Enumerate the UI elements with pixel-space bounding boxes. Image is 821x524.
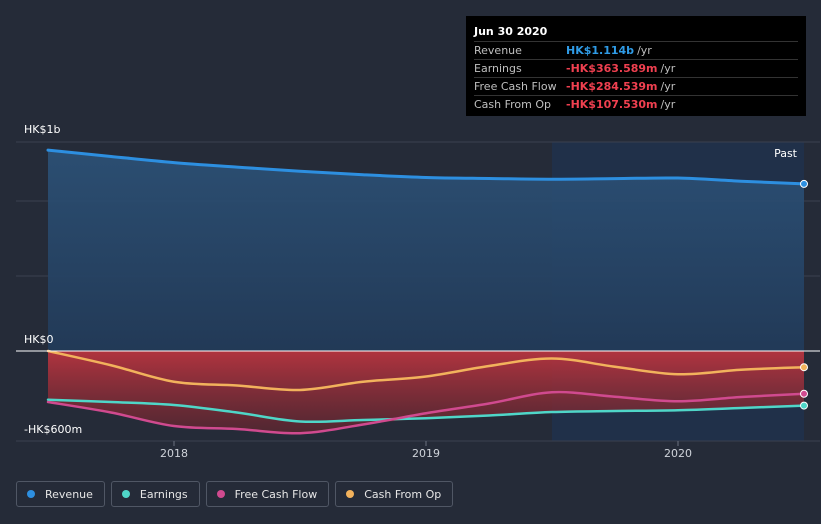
earnings-line	[46, 398, 806, 424]
revenue-line	[46, 148, 806, 186]
legend-item-free-cash-flow[interactable]: Free Cash Flow	[205, 481, 330, 507]
tooltip-label: Cash From Op	[474, 98, 552, 111]
free-cash-flow-line	[46, 390, 806, 435]
tooltip-row-free-cash-flow: Free Cash Flow -HK$284.539m /yr	[474, 77, 798, 95]
tooltip-value: -HK$363.589m	[566, 62, 658, 75]
dot-icon	[346, 490, 355, 498]
x-tick-label: 2018	[160, 447, 188, 460]
legend-item-earnings[interactable]: Earnings	[110, 481, 200, 507]
series-lines	[46, 148, 806, 435]
revenue-end-marker	[800, 179, 808, 188]
legend-item-revenue[interactable]: Revenue	[16, 481, 105, 507]
tooltip-row-cash-from-op: Cash From Op -HK$107.530m /yr	[474, 95, 798, 113]
series-end-markers	[800, 179, 808, 410]
x-tick-label: 2019	[412, 447, 440, 460]
tooltip-label: Earnings	[474, 62, 522, 75]
free-cash-flow-end-marker	[800, 389, 808, 398]
y-tick-label: HK$0	[24, 333, 53, 346]
legend: Revenue Earnings Free Cash Flow Cash Fro…	[16, 481, 454, 507]
tooltip-unit: /yr	[660, 98, 676, 111]
legend-label: Free Cash Flow	[234, 487, 318, 501]
y-tick-label: HK$1b	[24, 123, 60, 136]
tooltip-unit: /yr	[660, 62, 676, 75]
dot-icon	[216, 490, 225, 498]
legend-item-cash-from-op[interactable]: Cash From Op	[335, 481, 454, 507]
dot-icon	[27, 490, 35, 498]
tooltip: Jun 30 2020 Revenue HK$1.114b /yr Earnin…	[466, 16, 806, 116]
cash-from-op-end-marker	[800, 363, 808, 372]
cash-from-op-line	[46, 349, 806, 392]
past-label: Past	[774, 147, 798, 160]
tooltip-value: HK$1.114b	[566, 44, 635, 57]
tooltip-unit: /yr	[660, 80, 676, 93]
earnings-end-marker	[800, 401, 808, 410]
x-axis-labels: 2018 2019 2020	[160, 441, 692, 460]
tooltip-label: Revenue	[474, 44, 522, 57]
tooltip-row-earnings: Earnings -HK$363.589m /yr	[474, 59, 798, 77]
tooltip-label: Free Cash Flow	[474, 80, 557, 93]
legend-label: Earnings	[139, 487, 188, 501]
tooltip-value: -HK$284.539m	[566, 80, 658, 93]
legend-label: Revenue	[45, 487, 93, 501]
y-tick-label: -HK$600m	[24, 423, 82, 436]
dot-icon	[121, 490, 130, 498]
x-tick-label: 2020	[664, 447, 692, 460]
y-axis-labels: HK$1b HK$0 -HK$600m	[24, 123, 82, 436]
tooltip-date: Jun 30 2020	[474, 25, 548, 38]
tooltip-unit: /yr	[637, 44, 652, 57]
tooltip-value: -HK$107.530m	[566, 98, 658, 111]
revenue-area	[48, 150, 804, 351]
legend-label: Cash From Op	[364, 487, 442, 501]
tooltip-row-revenue: Revenue HK$1.114b /yr	[474, 41, 798, 59]
